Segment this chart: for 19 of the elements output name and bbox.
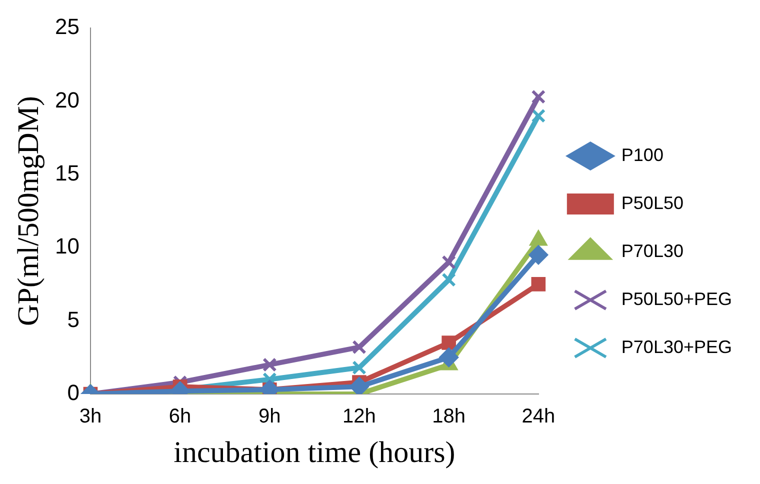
legend-label: P100 [621, 144, 664, 165]
legend-label: P50L50+PEG [621, 288, 732, 309]
x-tick-label: 9h [258, 406, 281, 428]
y-tick-label: 5 [67, 306, 80, 332]
x-tick-label: 12h [342, 406, 376, 428]
y-tick-label: 25 [54, 14, 80, 40]
x-tick-label: 3h [79, 406, 102, 428]
legend-label: P50L50 [621, 192, 684, 213]
x-tick-label: 24h [522, 406, 556, 428]
x-axis-title: incubation time (hours) [174, 436, 456, 469]
legend-label: P70L30 [621, 240, 684, 261]
y-tick-label: 10 [54, 234, 80, 259]
legend-label: P70L30+PEG [621, 336, 732, 357]
y-tick-label: 20 [54, 87, 80, 112]
y-tick-label: 0 [67, 380, 80, 406]
y-axis-title: GP(ml/500mgDM) [12, 96, 45, 326]
x-tick-label: 6h [168, 406, 192, 428]
y-tick-label: 15 [54, 160, 80, 186]
x-tick-label: 18h [432, 406, 466, 428]
